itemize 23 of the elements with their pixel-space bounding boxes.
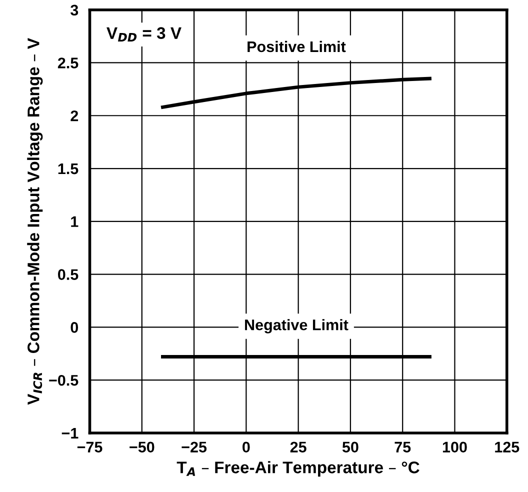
y-tick-label: 1.5 <box>58 164 78 174</box>
series-label: Negative Limit <box>245 319 348 334</box>
x-tick-label: −50 <box>130 442 154 453</box>
x-tick-label: −25 <box>182 442 207 453</box>
x-tick-label: 25 <box>290 442 306 453</box>
x-axis-title: T$_{A}$ – Free-Air Temperature – °C <box>176 461 420 477</box>
text: Positive Limit <box>248 40 346 52</box>
x-tick-label: −75 <box>77 442 102 453</box>
x-tick-label: 0 <box>242 442 250 453</box>
y-axis-title: V$_{ICR}$ – Common-Mode Input Voltage Range – V <box>27 38 43 405</box>
y-tick-label: −0.5 <box>49 374 78 386</box>
y-tick-label: 1 <box>71 216 78 227</box>
x-tick-label: 50 <box>342 442 358 453</box>
x-tick-label: 100 <box>442 442 467 453</box>
x-tick-label: 75 <box>394 442 411 453</box>
y-tick-label: 3 <box>70 4 78 16</box>
y-tick-label: 0.5 <box>58 269 78 280</box>
y-tick-label: 2.5 <box>58 58 78 68</box>
annotation: V$_{DD}$ = 3 V <box>106 27 182 42</box>
y-tick-label: 0 <box>70 322 78 333</box>
x-tick-label: 125 <box>495 442 520 453</box>
y-tick-label: 2 <box>70 110 78 122</box>
y-tick-label: −1 <box>62 428 78 438</box>
